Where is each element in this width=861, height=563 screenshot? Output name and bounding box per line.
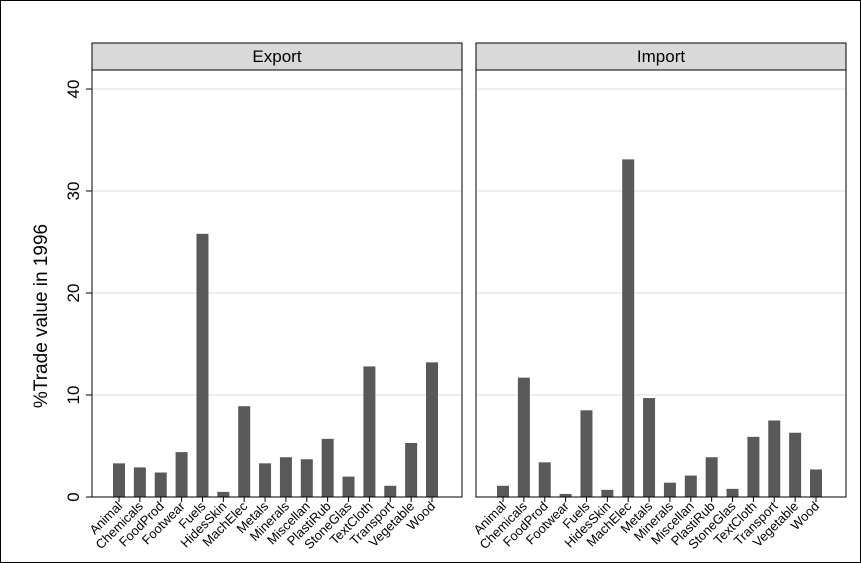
bar [580, 410, 593, 497]
bar [217, 491, 230, 497]
bar [726, 488, 739, 497]
bar [238, 406, 251, 497]
bar [663, 482, 676, 497]
plot-area [475, 69, 847, 498]
bar [622, 159, 635, 497]
bar [426, 362, 438, 497]
bar [133, 467, 146, 497]
bar [154, 472, 167, 497]
bar [113, 463, 125, 497]
bar [497, 485, 509, 497]
panel-title: Export [252, 47, 301, 66]
bar [789, 432, 802, 497]
panel-export: ExportAnimalChemicalsFoodProdFootwearFue… [86, 42, 463, 552]
bar [768, 420, 781, 497]
panel-import: ImportAnimalChemicalsFoodProdFootwearFue… [470, 42, 847, 552]
bar [175, 452, 188, 497]
y-axis-title-group: %Trade value in 1996 [31, 224, 52, 408]
panel-title: Import [637, 47, 685, 66]
y-axis-title: %Trade value in 1996 [31, 224, 52, 408]
bar [384, 485, 397, 497]
panels: 0 10 20 30 40ExportAnimalChemicalsFoodProdFo… [64, 42, 847, 552]
bar [559, 493, 572, 497]
bar [747, 436, 760, 497]
bar [705, 457, 718, 497]
y-tick-label: 0 [64, 492, 83, 501]
bar [538, 462, 551, 497]
bar [300, 459, 313, 497]
bar [684, 475, 697, 497]
y-tick-label: 30 [64, 182, 83, 201]
plot-area [91, 69, 463, 498]
bar [517, 377, 530, 497]
bar [342, 476, 355, 497]
bar [601, 489, 614, 497]
y-tick-label: 20 [64, 284, 83, 303]
bar [810, 469, 822, 497]
bar [643, 398, 656, 497]
bar [321, 438, 334, 497]
bar [405, 442, 418, 497]
y-tick-label: 40 [64, 80, 83, 99]
bar [363, 366, 376, 497]
bar [279, 457, 292, 497]
bar [259, 463, 272, 497]
y-tick-label: 10 [64, 386, 83, 405]
bar [196, 233, 209, 497]
